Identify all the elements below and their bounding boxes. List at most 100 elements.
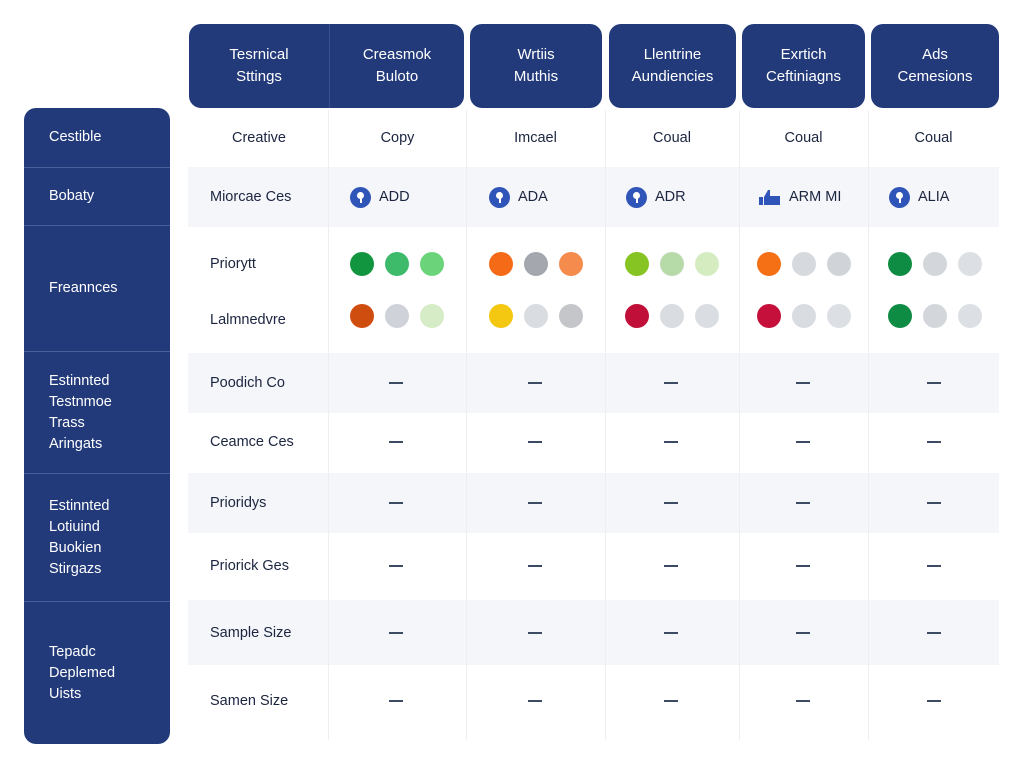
status-dot-icon [489,304,513,328]
dash-icon [528,632,542,634]
status-dot-icon [958,252,982,276]
dash-icon [796,502,810,504]
status-dot-icon [420,252,444,276]
column-header-creative-build[interactable]: Creasmok Buloto [329,24,464,108]
sidebar-line: Freannces [49,280,118,296]
badge[interactable]: ADR [626,177,686,217]
row-label: Ceamce Ces [210,434,294,450]
subheader-label: Creative [232,130,286,146]
status-dot-icon [350,304,374,328]
empty-value-cell [651,623,691,643]
column-header-line: Sttings [236,68,282,85]
dash-icon [927,632,941,634]
empty-value-cell [914,432,954,452]
status-dot-icon [559,252,583,276]
empty-value-cell [651,493,691,513]
status-dot-icon [489,252,513,276]
status-dot-icon [827,252,851,276]
column-header-line: Ads [922,46,948,63]
dash-icon [796,565,810,567]
row-band [188,353,999,413]
sidebar-line: Deplemed [49,664,116,681]
dash-icon [389,632,403,634]
row-band [188,167,999,227]
dash-icon [664,382,678,384]
pin-icon [889,186,910,208]
rating-dots [757,304,851,328]
sidebar-line: Trass [49,414,85,431]
status-dot-icon [958,304,982,328]
dash-icon [528,700,542,702]
dash-icon [528,382,542,384]
column-divider [466,110,467,740]
subheader-cell: Coual [653,130,691,146]
empty-value-cell [651,556,691,576]
badge-text: ADR [655,189,686,205]
badge[interactable]: ARM MI [759,177,841,217]
sidebar-line: Estinnted [49,497,110,514]
column-header-line: Cemesions [897,68,973,85]
sidebar-line: Bobaty [49,188,95,204]
badge[interactable]: ADD [350,177,410,217]
dash-icon [389,502,403,504]
dash-icon [796,441,810,443]
empty-value-cell [914,623,954,643]
thumbs-up-icon [759,190,780,205]
dash-icon [389,565,403,567]
column-header-technical-settings[interactable]: Tesrnical Sttings [189,24,329,108]
empty-value-cell [783,556,823,576]
status-dot-icon [660,252,684,276]
sidebar-section[interactable]: Tepadc Deplemed Uists [24,602,170,744]
pin-icon [489,186,510,208]
dash-icon [927,441,941,443]
sidebar-section[interactable]: Bobaty [24,168,170,226]
empty-value-cell [783,373,823,393]
pin-icon [626,186,647,208]
sidebar-section[interactable]: Estinnted Lotiuind Buokien Stirgazs [24,474,170,602]
empty-value-cell [515,493,555,513]
dash-icon [389,700,403,702]
rating-dots [757,252,851,276]
status-dot-icon [827,304,851,328]
column-header-line: Creasmok [362,46,432,63]
sidebar-line: Tepadc [49,643,96,660]
status-dot-icon [695,304,719,328]
empty-value-cell [914,373,954,393]
column-header-campaigns[interactable]: Exrtich Ceftiniagns [742,24,865,108]
empty-value-cell [515,556,555,576]
badge-text: ARM MI [789,189,842,205]
sidebar-section[interactable]: Freannces [24,226,170,352]
status-dot-icon [923,252,947,276]
status-dot-icon [923,304,947,328]
empty-value-cell [515,691,555,711]
badge[interactable]: ADA [489,177,548,217]
badge[interactable]: ALIA [889,177,949,217]
sidebar-line: Uists [49,685,82,702]
pin-icon [350,186,371,208]
empty-value-cell [651,691,691,711]
badge-text: ALIA [918,189,950,205]
dash-icon [389,441,403,443]
empty-value-cell [376,432,416,452]
dash-icon [664,632,678,634]
sidebar-section[interactable]: Cestible [24,108,170,168]
row-label: Samen Size [210,693,289,709]
column-header-line: Ceftiniagns [765,68,842,85]
column-header-ads-sessions[interactable]: Ads Cemesions [871,24,999,108]
row-group-sidebar: Cestible Bobaty Freannces Estinnted Test… [24,108,170,744]
sidebar-section[interactable]: Estinnted Testnmoe Trass Aringats [24,352,170,474]
empty-value-cell [651,373,691,393]
sidebar-line: Testnmoe [49,393,112,410]
status-dot-icon [420,304,444,328]
column-header-audiences[interactable]: Llentrine Aundiencies [609,24,736,108]
column-header-line: Buloto [375,68,419,85]
dash-icon [927,502,941,504]
dash-icon [664,565,678,567]
status-dot-icon [385,304,409,328]
dash-icon [528,565,542,567]
column-header-writing-methods[interactable]: Wrtiis Muthis [470,24,602,108]
rating-dots [625,252,719,276]
empty-value-cell [914,691,954,711]
column-divider [605,110,606,740]
column-header-line: Llentrine [643,46,702,63]
